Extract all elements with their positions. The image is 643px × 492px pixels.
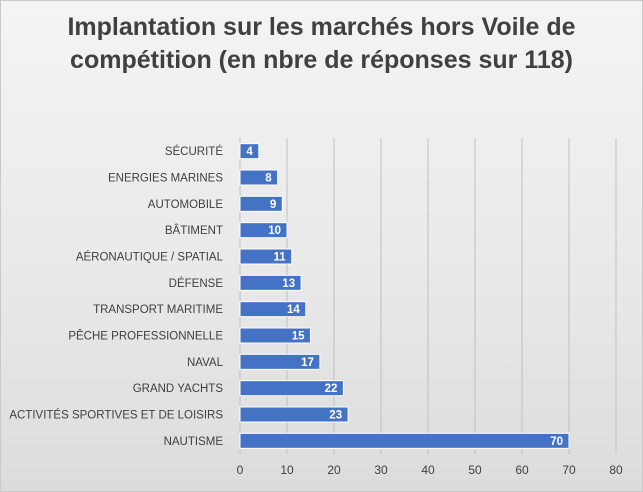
bar bbox=[239, 353, 321, 370]
x-tick-label: 30 bbox=[374, 463, 388, 477]
x-tick-label: 0 bbox=[237, 463, 244, 477]
category-label: ACTIVITÉS SPORTIVES ET DE LOISIRS bbox=[9, 409, 223, 422]
bar bbox=[239, 406, 349, 423]
bar bbox=[239, 432, 570, 449]
bar bbox=[239, 380, 344, 397]
bar bbox=[239, 274, 302, 291]
data-label: 10 bbox=[268, 225, 281, 237]
data-label: 17 bbox=[301, 357, 314, 369]
bar bbox=[239, 248, 293, 265]
x-tick-label: 70 bbox=[562, 463, 576, 477]
x-tick-label: 60 bbox=[515, 463, 529, 477]
x-tick-label: 50 bbox=[468, 463, 482, 477]
bar bbox=[239, 195, 283, 212]
data-label: 9 bbox=[270, 199, 276, 211]
bar bbox=[239, 301, 307, 318]
bar bbox=[239, 143, 260, 160]
x-tick-label: 10 bbox=[280, 463, 294, 477]
data-label: 15 bbox=[292, 331, 305, 343]
data-label: 22 bbox=[325, 383, 338, 395]
data-label: 11 bbox=[274, 252, 287, 264]
x-tick-label: 80 bbox=[609, 463, 623, 477]
data-label: 13 bbox=[282, 278, 295, 290]
data-label: 14 bbox=[287, 304, 300, 316]
category-label: ENERGIES MARINES bbox=[108, 173, 223, 185]
bar bbox=[239, 327, 311, 344]
category-label: SÉCURITÉ bbox=[165, 145, 223, 158]
category-label: BÂTIMENT bbox=[165, 224, 223, 237]
x-tick-label: 20 bbox=[327, 463, 341, 477]
category-label: PÊCHE PROFESSIONNELLE bbox=[68, 330, 223, 343]
category-label: AÉRONAUTIQUE / SPATIAL bbox=[76, 251, 224, 264]
data-label: 8 bbox=[265, 173, 272, 185]
data-label: 23 bbox=[329, 410, 342, 422]
data-label: 70 bbox=[550, 436, 563, 448]
chart-title: Implantation sur les marchés hors Voile … bbox=[67, 13, 576, 74]
category-label: NAUTISME bbox=[164, 436, 224, 448]
category-label: AUTOMOBILE bbox=[148, 199, 224, 211]
category-label: NAVAL bbox=[187, 357, 224, 369]
category-label: GRAND YACHTS bbox=[133, 383, 224, 395]
bar bbox=[239, 222, 288, 239]
x-tick-label: 40 bbox=[421, 463, 435, 477]
category-label: TRANSPORT MARITIME bbox=[93, 304, 223, 316]
bar bbox=[239, 169, 279, 186]
category-label: DÉFENSE bbox=[169, 277, 224, 290]
data-label: 4 bbox=[246, 146, 253, 158]
